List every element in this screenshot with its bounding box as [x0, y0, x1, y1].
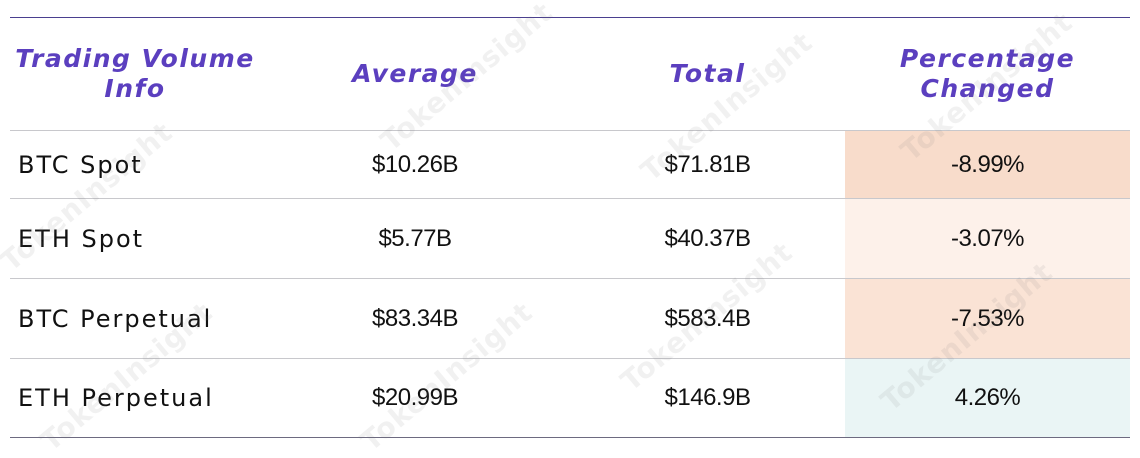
row-label: ETH Spot: [18, 224, 145, 253]
change-cell: -8.99%: [845, 131, 1130, 198]
average-value: $10.26B: [372, 150, 458, 178]
change-cell: -7.53%: [845, 279, 1130, 358]
total-value: $583.4B: [664, 304, 751, 332]
table-top-rule: [10, 17, 1130, 18]
table-header-row: Trading Volume Info Average Total Percen…: [10, 18, 1130, 130]
average-value: $20.99B: [372, 384, 458, 411]
average-cell: $10.26B: [260, 131, 570, 198]
row-label-cell: ETH Spot: [10, 199, 260, 278]
average-value: $83.34B: [372, 304, 458, 332]
total-cell: $146.9B: [570, 359, 845, 437]
header-total: Total: [669, 59, 746, 88]
average-value: $5.77B: [378, 224, 452, 252]
header-cell-average: Average: [260, 18, 570, 130]
change-value: -7.53%: [950, 304, 1025, 332]
change-value: 4.26%: [954, 384, 1021, 411]
table-row: ETH Spot $5.77B $40.37B -3.07%: [10, 199, 1130, 278]
change-value: -8.99%: [950, 150, 1025, 178]
row-label: BTC Spot: [18, 150, 143, 179]
total-cell: $583.4B: [570, 279, 845, 358]
table-row: BTC Spot $10.26B $71.81B -8.99%: [10, 131, 1130, 198]
row-label-cell: ETH Perpetual: [10, 359, 260, 437]
total-value: $40.37B: [664, 224, 751, 252]
change-cell: -3.07%: [845, 199, 1130, 278]
header-trading-volume-info: Trading Volume Info: [15, 44, 255, 103]
header-average: Average: [352, 59, 478, 88]
row-label: ETH Perpetual: [18, 384, 214, 412]
row-divider: [10, 278, 1130, 279]
average-cell: $5.77B: [260, 199, 570, 278]
total-cell: $71.81B: [570, 131, 845, 198]
change-value: -3.07%: [950, 224, 1025, 252]
row-divider: [10, 358, 1130, 359]
total-value: $146.9B: [664, 384, 751, 411]
table-row: BTC Perpetual $83.34B $583.4B -7.53%: [10, 279, 1130, 358]
row-label-cell: BTC Perpetual: [10, 279, 260, 358]
row-divider: [10, 198, 1130, 199]
average-cell: $20.99B: [260, 359, 570, 437]
header-cell-percentage: Percentage Changed: [845, 18, 1130, 130]
change-cell: 4.26%: [845, 359, 1130, 437]
total-value: $71.81B: [664, 150, 751, 178]
average-cell: $83.34B: [260, 279, 570, 358]
header-cell-info: Trading Volume Info: [10, 18, 260, 130]
row-label-cell: BTC Spot: [10, 131, 260, 198]
table-bottom-rule: [10, 437, 1130, 438]
row-label: BTC Perpetual: [18, 304, 213, 333]
total-cell: $40.37B: [570, 199, 845, 278]
row-divider: [10, 130, 1130, 131]
header-percentage-changed: Percentage Changed: [899, 44, 1076, 103]
table-row: ETH Perpetual $20.99B $146.9B 4.26%: [10, 359, 1130, 437]
header-cell-total: Total: [570, 18, 845, 130]
